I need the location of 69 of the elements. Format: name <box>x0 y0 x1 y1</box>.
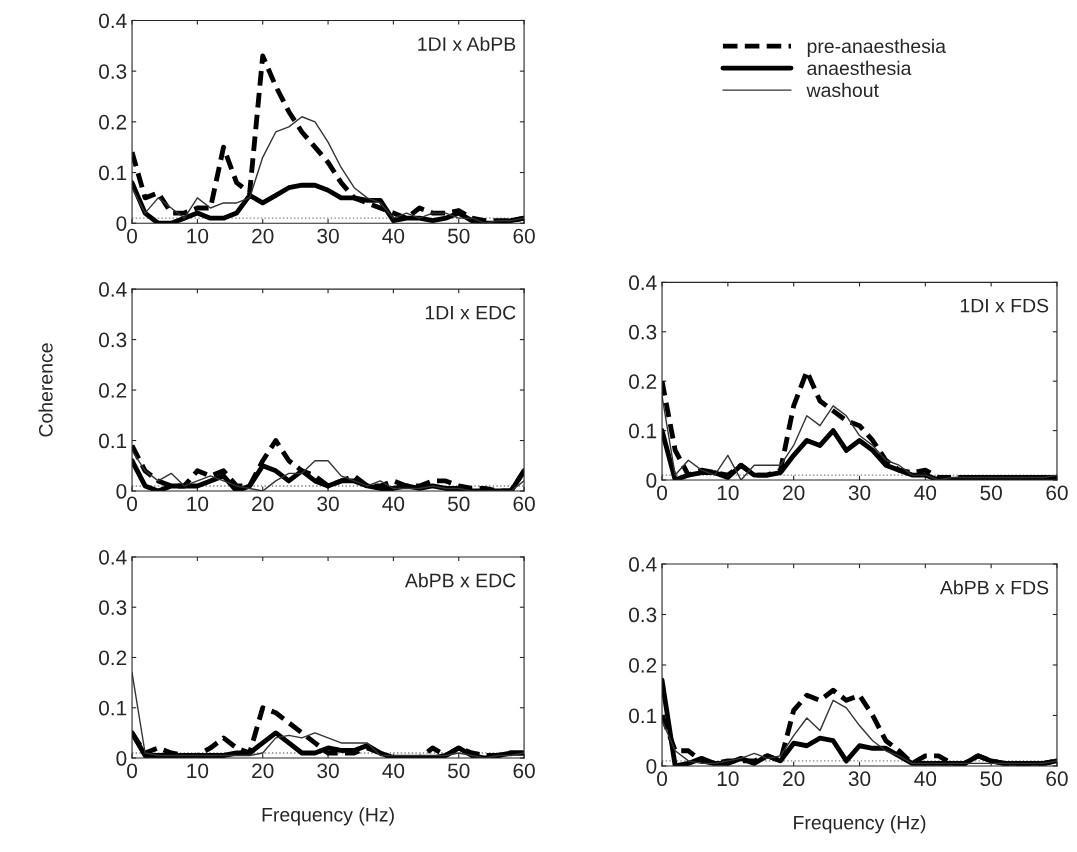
x-tick-label: 60 <box>513 496 535 512</box>
legend-label: pre-anaesthesia <box>807 38 946 57</box>
x-tick-label: 10 <box>187 763 209 779</box>
y-tick-label: 0.3 <box>629 324 657 340</box>
x-tick-label: 40 <box>382 496 405 512</box>
x-tick-label: 50 <box>447 763 470 779</box>
text: AbPB x EDC <box>404 573 516 588</box>
x-tick-label: 20 <box>252 496 274 512</box>
text: 1DI x EDC <box>425 305 516 320</box>
y-tick-label: 0.1 <box>99 433 127 449</box>
x-tick-label: 60 <box>1046 485 1068 501</box>
x-tick-label: 40 <box>914 485 937 501</box>
x-tick-label: 50 <box>980 771 1002 787</box>
y-tick-label: 0.2 <box>99 383 127 398</box>
x-tick-label: 30 <box>317 763 339 779</box>
x-tick-label: 40 <box>382 228 405 244</box>
x-tick-label: 30 <box>848 771 871 787</box>
x-tick-label: 0 <box>127 763 138 779</box>
y-tick-label: 0.4 <box>629 275 657 291</box>
x-tick-label: 0 <box>127 228 138 244</box>
y-tick-label: 0.4 <box>99 282 127 297</box>
legend-label: anaesthesia <box>807 60 912 76</box>
y-tick-label: 0.2 <box>99 650 127 666</box>
y-axis-title: Coherence <box>38 343 53 437</box>
y-tick-label: 0.1 <box>99 700 127 716</box>
x-tick-label: 10 <box>187 228 209 244</box>
x-tick-label: 50 <box>447 228 470 244</box>
text: 1DI x AbPB <box>418 36 516 51</box>
x-tick-label: 0 <box>657 771 668 787</box>
x-tick-label: 60 <box>1046 771 1068 787</box>
x-axis-title: Frequency (Hz) <box>794 815 926 834</box>
y-tick-label: 0.3 <box>99 600 127 615</box>
text: AbPB x FDS <box>939 580 1049 595</box>
x-tick-label: 10 <box>187 496 209 512</box>
legend-label: washout <box>806 82 879 98</box>
x-tick-label: 20 <box>783 771 805 787</box>
y-tick-label: 0.1 <box>629 708 657 724</box>
x-tick-label: 40 <box>382 763 405 779</box>
x-tick-label: 0 <box>127 496 138 512</box>
x-tick-label: 60 <box>513 763 535 779</box>
y-tick-label: 0.4 <box>629 557 657 572</box>
y-tick-label: 0 <box>116 751 127 766</box>
y-tick-label: 0.2 <box>99 114 127 130</box>
y-tick-label: 0.3 <box>629 607 657 623</box>
x-tick-label: 10 <box>717 771 739 787</box>
y-tick-label: 0.2 <box>629 657 657 673</box>
x-tick-label: 20 <box>252 763 274 779</box>
y-tick-label: 0.1 <box>99 165 127 181</box>
x-tick-label: 20 <box>252 228 274 244</box>
x-tick-label: 10 <box>717 485 739 501</box>
x-axis-title: Frequency (Hz) <box>262 807 394 826</box>
y-tick-label: 0.3 <box>99 64 127 79</box>
y-tick-label: 0.4 <box>99 13 127 29</box>
y-tick-label: 0.3 <box>99 332 127 348</box>
x-tick-label: 60 <box>513 228 535 244</box>
x-tick-label: 30 <box>317 496 339 512</box>
x-tick-label: 40 <box>914 771 937 787</box>
text: 1DI x FDS <box>960 298 1049 313</box>
x-tick-label: 0 <box>657 485 668 501</box>
y-tick-label: 0.1 <box>629 423 657 439</box>
y-tick-label: 0 <box>646 473 657 488</box>
y-tick-label: 0 <box>116 216 127 231</box>
y-tick-label: 0.2 <box>629 374 657 389</box>
y-tick-label: 0.4 <box>99 549 127 565</box>
x-tick-label: 30 <box>317 228 339 244</box>
x-tick-label: 50 <box>447 496 470 512</box>
x-tick-label: 50 <box>980 485 1002 501</box>
x-tick-label: 30 <box>848 485 871 501</box>
x-tick-label: 20 <box>783 485 805 501</box>
